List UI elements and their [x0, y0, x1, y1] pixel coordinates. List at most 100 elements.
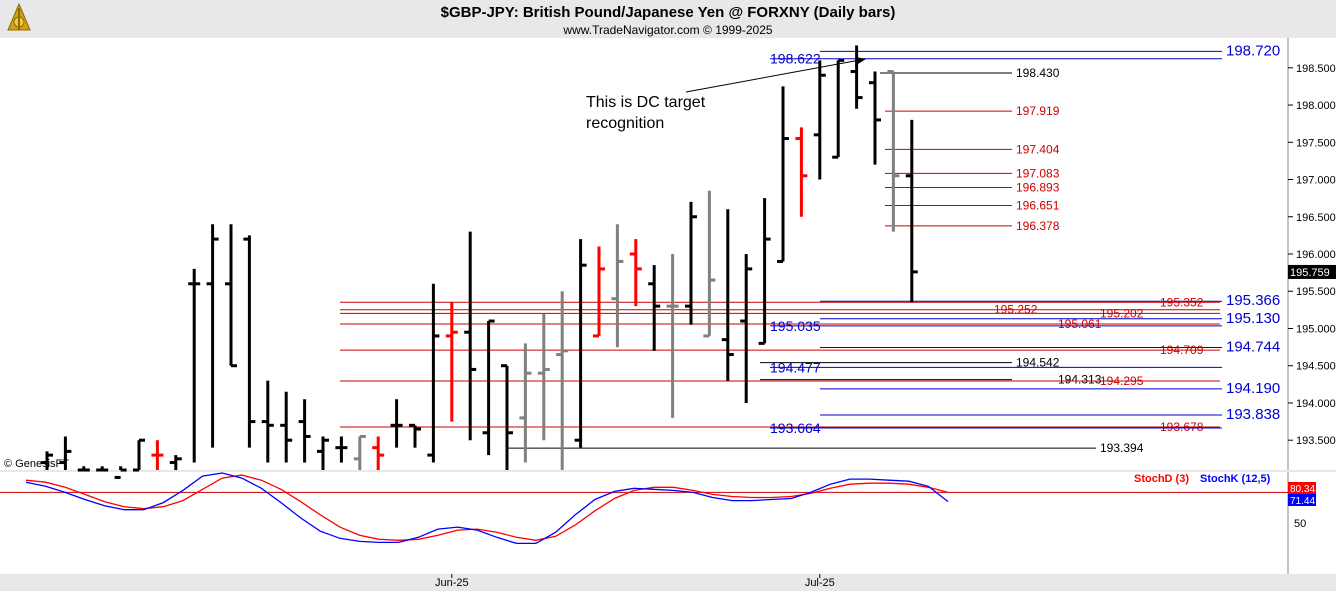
stoch-value-box: [1288, 494, 1316, 506]
level-label: 195.366: [1226, 292, 1280, 309]
level-label: 198.430: [1016, 66, 1060, 80]
ohlc-bar: [464, 231, 477, 441]
y-tick-label: 196.000: [1296, 249, 1336, 261]
ohlc-bar: [758, 198, 771, 345]
annotation-arrow: [685, 59, 861, 93]
trade-navigator-logo: [7, 2, 31, 31]
ohlc-bar: [813, 60, 826, 180]
level-label: 194.542: [1016, 356, 1060, 370]
levels-layer: 198.720 198.622 198.430 197.919 197.404 197.0…: [340, 42, 1280, 455]
ohlc-bar: [740, 254, 753, 403]
ohlc-bar: [850, 45, 863, 109]
level-label: 195.202: [1100, 306, 1144, 320]
level-label: 194.477: [770, 359, 821, 375]
ohlc-bar: [905, 119, 918, 303]
ohlc-bar: [243, 235, 256, 448]
ohlc-bar: [556, 291, 569, 470]
ohlc-bar: [317, 436, 329, 470]
ohlc-bar: [409, 423, 421, 448]
ohlc-bar: [225, 224, 237, 368]
ohlc-bar: [169, 455, 182, 470]
ohlc-bar: [869, 71, 881, 165]
stoch-legend-label: StochD (3): [1134, 473, 1189, 485]
ohlc-bar: [593, 246, 605, 338]
y-tick-label: 195.500: [1296, 286, 1336, 298]
level-label: 197.083: [1016, 166, 1060, 180]
ohlc-bar: [482, 319, 495, 456]
chart-subtitle: www.TradeNavigator.com © 1999-2025: [562, 23, 772, 37]
ohlc-bar: [59, 436, 72, 470]
ohlc-bar: [427, 283, 440, 463]
x-tick-label: Jul-25: [805, 577, 835, 589]
ohlc-bar: [261, 380, 274, 463]
annotation-line1: This is DC target: [586, 94, 706, 111]
x-tick-label: Jun-25: [435, 577, 469, 589]
ohlc-bar: [298, 399, 311, 463]
last-price-box: [1288, 264, 1336, 279]
level-label: 196.378: [1016, 219, 1060, 233]
last-price-label: 195.759: [1290, 267, 1330, 279]
ohlc-bar: [133, 438, 145, 472]
level-label: 197.404: [1016, 142, 1060, 156]
y-tick-label: 194.500: [1296, 361, 1336, 373]
y-tick-label: 196.500: [1296, 212, 1336, 224]
level-label: 196.893: [1016, 180, 1060, 194]
price-axis-panel: [1288, 38, 1336, 470]
ohlc-bar: [335, 436, 348, 463]
stoch-y-tick: 50: [1294, 518, 1306, 530]
price-panel: [0, 38, 1288, 470]
ohlc-bar: [353, 434, 366, 470]
ohlc-bar: [777, 86, 789, 263]
ohlc-bar: [501, 364, 513, 470]
ohlc-bar: [280, 391, 293, 463]
ohlc-bar: [703, 190, 716, 338]
annotation-line2: recognition: [586, 115, 664, 132]
ohlc-bar: [685, 201, 697, 325]
ohlc-bar: [611, 224, 624, 348]
ohlc-bar: [795, 127, 808, 217]
level-label: 197.919: [1016, 104, 1060, 118]
level-label: 195.252: [994, 303, 1038, 317]
ohlc-bar: [721, 209, 734, 381]
ohlc-bar: [372, 436, 385, 470]
chart-title: $GBP-JPY: British Pound/Japanese Yen @ F…: [441, 4, 896, 21]
ohlc-bar: [445, 302, 458, 422]
ohlc-bar: [77, 466, 90, 472]
stoch-series-line: [25, 474, 949, 541]
y-tick-label: 198.500: [1296, 63, 1336, 75]
stoch-layer: 50 StochD (3) 80.34 StochK (12,5) 71.44: [0, 472, 1316, 545]
ohlc-bar: [206, 224, 219, 448]
stoch-panel: [0, 472, 1288, 574]
ohlc-bar: [519, 343, 532, 463]
bars-layer: [41, 45, 918, 479]
level-label: 194.295: [1100, 374, 1144, 388]
watermark: © GenesisFT: [4, 458, 69, 470]
y-tick-label: 193.500: [1296, 435, 1336, 447]
level-label: 198.720: [1226, 42, 1280, 59]
level-label: 195.035: [770, 318, 821, 334]
stoch-series-line: [25, 472, 949, 545]
level-label: 195.352: [1160, 295, 1204, 309]
level-label: 195.130: [1226, 310, 1280, 327]
stoch-value-label: 71.44: [1290, 496, 1315, 507]
level-label: 194.313: [1058, 373, 1102, 387]
ohlc-bar: [114, 466, 127, 479]
ohlc-bar: [574, 239, 587, 448]
level-label: 195.061: [1058, 317, 1102, 331]
ohlc-bar: [96, 466, 109, 472]
ohlc-bar: [390, 399, 403, 448]
ohlc-bar: [887, 70, 900, 232]
y-tick-label: 197.000: [1296, 175, 1336, 187]
level-label: 193.838: [1226, 406, 1280, 423]
level-label: 193.394: [1100, 441, 1144, 455]
ohlc-bar: [188, 268, 201, 463]
y-tick-label: 197.500: [1296, 137, 1336, 149]
axis-layer: 193.500 194.000 194.500 195.000 195.500 196.0…: [435, 63, 1336, 589]
annotation-arrowhead: [856, 57, 866, 64]
ohlc-bar: [629, 239, 642, 307]
y-tick-label: 198.000: [1296, 100, 1336, 112]
level-label: 193.664: [770, 420, 821, 436]
y-tick-label: 195.000: [1296, 323, 1336, 335]
ohlc-bar: [648, 265, 661, 351]
